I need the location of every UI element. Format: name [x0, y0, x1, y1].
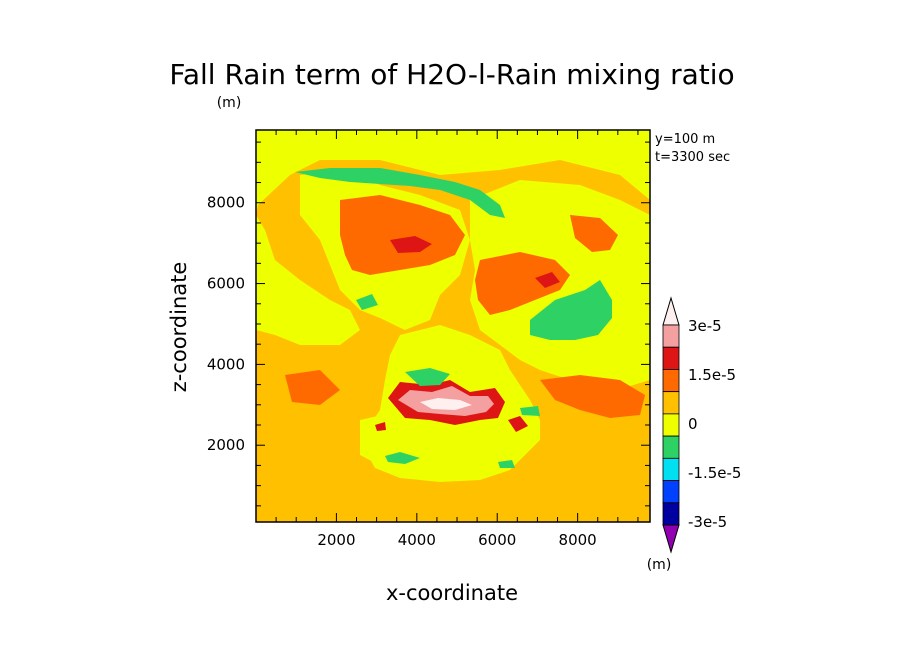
contour-orange-far-right — [570, 215, 618, 252]
contour-orange-upper-right — [475, 252, 570, 315]
y-axis-label: z-coordinate — [167, 262, 191, 393]
colorbar-cell — [662, 435, 680, 459]
annotation-t: t=3300 sec — [655, 150, 730, 165]
colorbar-cell — [662, 502, 680, 526]
contour-yellow-left — [256, 130, 650, 215]
annotation-y: y=100 m — [655, 132, 715, 147]
axis-ticks — [255, 130, 650, 522]
colorbar-cells — [662, 324, 680, 526]
colorbar-cell — [662, 391, 680, 415]
y-tick-labels: 2000 4000 6000 8000 — [207, 194, 245, 454]
contour-green-small-left — [356, 294, 378, 310]
x-tick-label: 4000 — [398, 531, 436, 549]
contour-red-secondary — [508, 416, 528, 432]
title-units: (m) — [217, 95, 242, 111]
contour-green-center — [405, 368, 450, 386]
contour-orange-upper-left — [340, 195, 465, 275]
contour-green-top — [295, 168, 505, 218]
colorbar-bottom-arrow — [662, 524, 680, 554]
x-tick-label: 8000 — [559, 531, 597, 549]
contour-white-peak — [420, 398, 472, 410]
contour-orange-left-mid — [285, 370, 340, 405]
plot-frame — [255, 129, 651, 523]
colorbar-tick-label: -3e-5 — [688, 513, 727, 531]
colorbar-tick-label: 3e-5 — [688, 317, 722, 335]
colorbar-cell — [662, 369, 680, 393]
y-tick-label: 4000 — [207, 355, 245, 373]
y-tick-label: 8000 — [207, 194, 245, 212]
contour-red-right — [535, 272, 560, 288]
contour-field — [256, 130, 650, 522]
contour-red-upper — [390, 236, 432, 253]
colorbar-cell — [662, 480, 680, 504]
x-axis-label: x-coordinate — [386, 581, 518, 605]
colorbar-tick-label: 0 — [688, 415, 698, 433]
x-tick-label: 2000 — [317, 531, 355, 549]
x-tick-label: 6000 — [478, 531, 516, 549]
contour-red-left-small — [375, 422, 386, 431]
y-tick-label: 2000 — [207, 436, 245, 454]
colorbar-tick-label: -1.5e-5 — [688, 464, 741, 482]
y-tick-label: 6000 — [207, 275, 245, 293]
contour-green-right-small — [520, 406, 540, 416]
contour-green-right — [530, 280, 612, 340]
colorbar: 3e-5 1.5e-5 0 -1.5e-5 -3e-5 (m) — [647, 296, 741, 573]
colorbar-top-arrow — [662, 296, 680, 326]
colorbar-cell — [662, 346, 680, 370]
x-tick-labels: 2000 4000 6000 8000 — [317, 531, 596, 549]
colorbar-cell — [662, 457, 680, 481]
colorbar-tick-label: 1.5e-5 — [688, 366, 736, 384]
contour-green-lower-right — [498, 460, 515, 468]
colorbar-cell — [662, 413, 680, 437]
contour-yellow-left-body — [256, 215, 360, 345]
colorbar-unit-label: (m) — [647, 557, 672, 573]
colorbar-cell — [662, 324, 680, 348]
contour-green-lower — [385, 452, 420, 464]
contour-orange-right-mid — [540, 375, 645, 418]
chart-title: Fall Rain term of H2O-l-Rain mixing rati… — [169, 58, 734, 91]
